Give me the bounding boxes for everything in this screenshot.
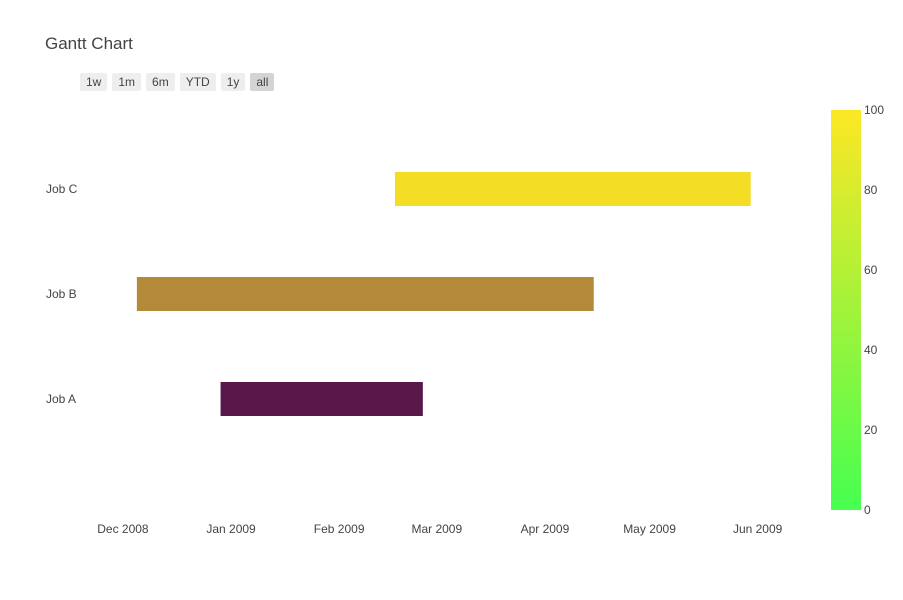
range-button-all[interactable]: all xyxy=(250,73,275,91)
x-tick-label: Jan 2009 xyxy=(206,522,256,536)
colorbar-tick-label: 20 xyxy=(864,423,878,437)
task-bar-job-b[interactable] xyxy=(136,277,594,311)
task-bars xyxy=(136,172,751,416)
x-tick-label: May 2009 xyxy=(623,522,676,536)
task-label: Job B xyxy=(46,287,77,301)
range-selector: 1w 1m 6m YTD 1y all xyxy=(80,73,275,91)
colorbar-tick-label: 0 xyxy=(864,503,871,517)
task-label: Job A xyxy=(46,392,76,406)
colorbar-tick-label: 40 xyxy=(864,343,878,357)
range-button-6m[interactable]: 6m xyxy=(146,73,175,91)
task-bar-job-a[interactable] xyxy=(220,382,423,416)
range-button-1m[interactable]: 1m xyxy=(112,73,142,91)
colorbar-gradient xyxy=(831,110,861,510)
y-axis-labels: Job A Job B Job C xyxy=(46,182,78,406)
x-tick-label: Apr 2009 xyxy=(521,522,570,536)
range-button-1w[interactable]: 1w xyxy=(80,73,108,91)
x-tick-label: Dec 2008 xyxy=(97,522,149,536)
chart-title: Gantt Chart xyxy=(45,34,133,53)
x-axis-ticks: Dec 2008 Jan 2009 Feb 2009 Mar 2009 Apr 2009… xyxy=(97,522,782,536)
colorbar: 0 20 40 60 80 100 xyxy=(831,103,884,517)
task-bar-job-c[interactable] xyxy=(394,172,751,206)
x-tick-label: Jun 2009 xyxy=(733,522,783,536)
range-button-1y[interactable]: 1y xyxy=(220,73,246,91)
x-tick-label: Mar 2009 xyxy=(411,522,462,536)
colorbar-tick-label: 80 xyxy=(864,183,878,197)
colorbar-tick-label: 100 xyxy=(864,103,884,117)
range-button-ytd[interactable]: YTD xyxy=(179,73,216,91)
task-label: Job C xyxy=(46,182,78,196)
colorbar-tick-label: 60 xyxy=(864,263,878,277)
x-tick-label: Feb 2009 xyxy=(314,522,365,536)
